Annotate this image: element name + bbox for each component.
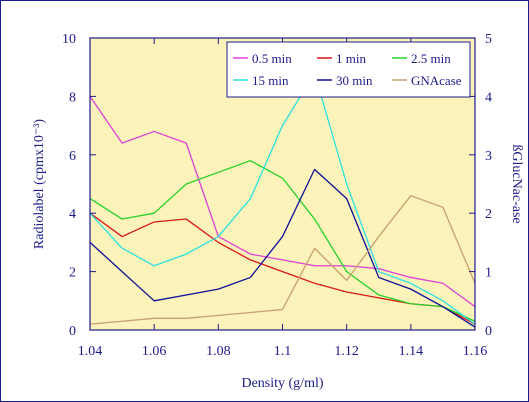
y-tick-label-left: 4 [69,207,76,222]
legend-label: 2.5 min [411,51,451,66]
legend-label: 15 min [252,73,289,88]
x-tick-label: 1.16 [463,344,488,359]
y-tick-label-right: 5 [485,32,492,47]
y-tick-label-right: 4 [485,90,492,105]
y-tick-label-left: 0 [69,324,76,339]
x-tick-label: 1.12 [334,344,359,359]
x-tick-label: 1.06 [142,344,167,359]
y-tick-label-right: 0 [485,324,492,339]
x-tick-label: 1.1 [274,344,292,359]
y-axis-title-right: ßGlucNac-ase [509,144,524,223]
x-tick-label: 1.08 [206,344,231,359]
x-axis-title: Density (g/ml) [241,376,323,391]
series-line-gnacase [89,195,476,325]
series-line-15-min [89,72,476,325]
legend-label: 0.5 min [252,51,292,66]
x-tick-label: 1.04 [78,344,103,359]
y-tick-label-right: 2 [485,207,492,222]
x-tick-label: 1.14 [399,344,424,359]
y-tick-label-right: 3 [485,149,492,164]
series-line-30-min [89,168,476,328]
legend-label: 30 min [336,73,373,88]
legend-label: 1 min [336,51,366,66]
y-tick-label-left: 10 [62,32,76,47]
legend-box [226,41,471,98]
series-line-2-5-min [89,159,476,322]
y-tick-label-left: 8 [69,90,76,105]
y-tick-label-right: 1 [485,266,492,281]
y-axis-title-left: Radiolabel (cpmx10⁻³) [32,119,47,250]
series-line-0-5-min [89,96,476,308]
y-tick-label-left: 6 [69,149,76,164]
y-tick-label-left: 2 [69,266,76,281]
legend-label: GNAcase [411,73,462,88]
